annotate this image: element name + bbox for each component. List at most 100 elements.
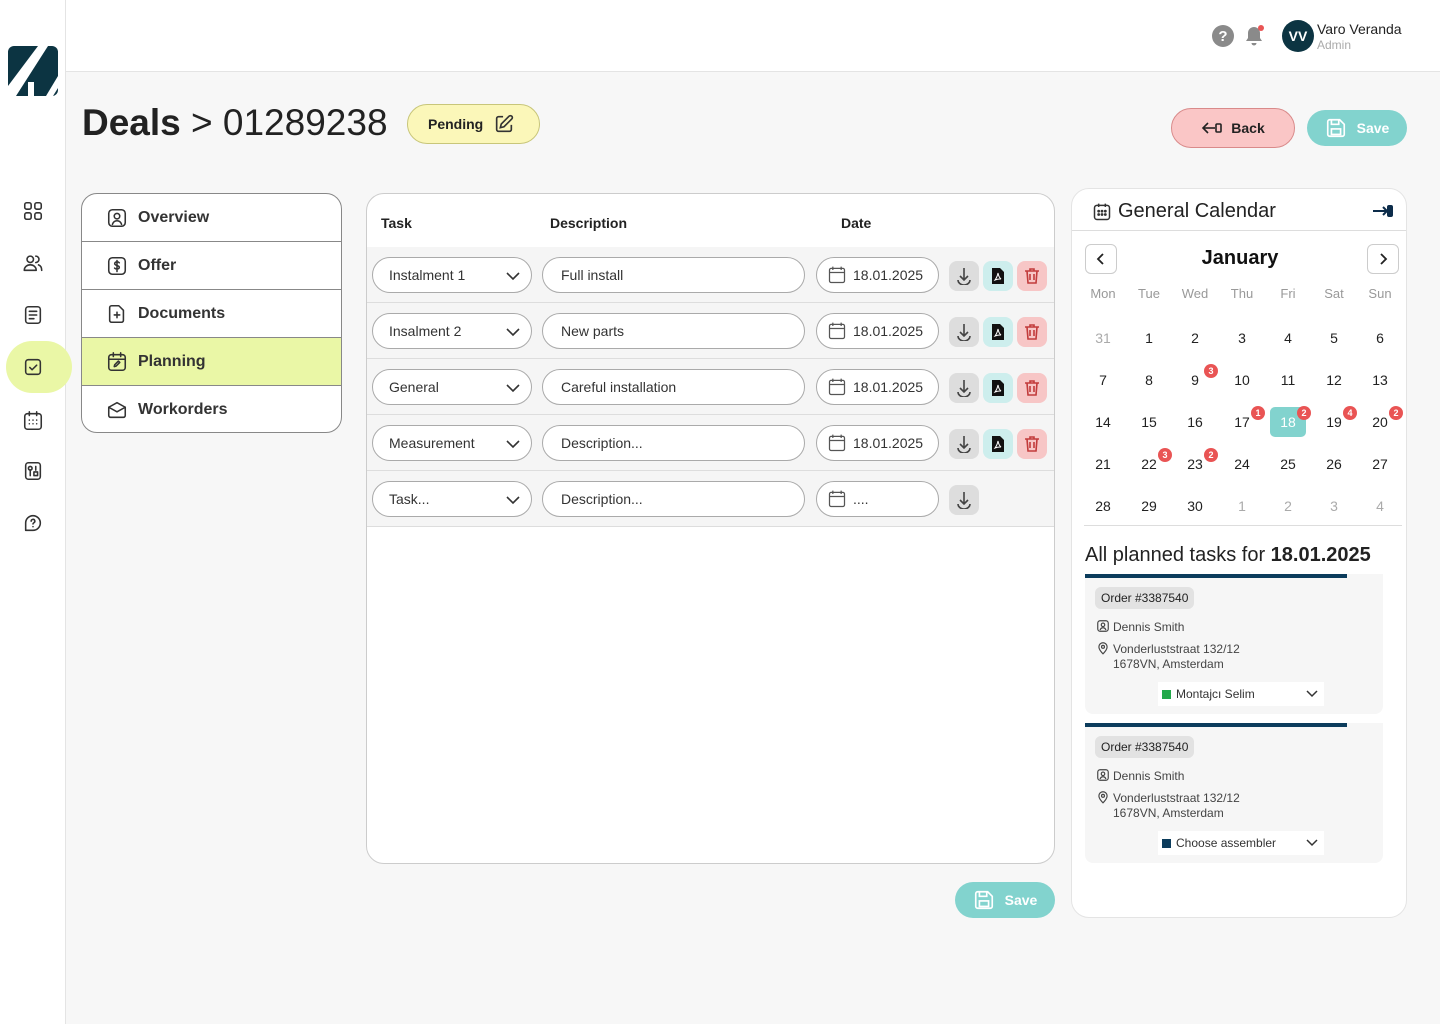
order-card[interactable]: Order #3387540 Dennis Smith Vonderluststra… [1085,723,1383,863]
date-input[interactable]: .... [816,481,939,517]
sidebar-item-document-list[interactable] [0,289,66,341]
task-table: Task Description Date Instalment 1 Full i… [366,193,1055,864]
notification-bell-icon[interactable] [1242,24,1266,48]
calendar-day[interactable]: 30 [1187,498,1203,514]
calendar-day[interactable]: 31 [1095,330,1111,346]
calendar-day[interactable]: 3 [1330,498,1338,514]
pdf-button[interactable] [983,373,1013,403]
chevron-down-icon [1306,839,1318,847]
task-select[interactable]: Insalment 2 [372,313,532,349]
date-input[interactable]: 18.01.2025 [816,425,939,461]
calendar-day[interactable]: 6 [1376,330,1384,346]
save-button-bottom[interactable]: Save [955,882,1055,918]
next-month-button[interactable] [1367,244,1399,274]
date-input[interactable]: 18.01.2025 [816,257,939,293]
pdf-button[interactable] [983,429,1013,459]
brand-logo[interactable] [8,46,58,96]
assembler-value: Choose assembler [1176,836,1277,850]
trash-icon [1025,268,1039,284]
download-icon [957,380,971,397]
calendar-day[interactable]: 7 [1099,372,1107,388]
calendar-day[interactable]: 12 [1326,372,1342,388]
calendar-day[interactable]: 13 [1372,372,1388,388]
calendar-day[interactable]: 8 [1145,372,1153,388]
calendar-day[interactable]: 3 [1238,330,1246,346]
tab-workorders[interactable]: Workorders [82,386,341,432]
sidebar-item-planning-check[interactable] [0,341,72,393]
help-icon[interactable]: ? [1212,25,1234,47]
calendar-day[interactable]: 24 [1234,456,1250,472]
assembler-color-swatch [1162,838,1171,848]
sidebar-item-tools[interactable] [0,445,66,497]
assembler-select[interactable]: Choose assembler [1158,831,1324,855]
user-avatar[interactable]: VV [1282,20,1314,52]
sidebar-item-calendar[interactable] [0,395,66,447]
back-button[interactable]: Back [1171,108,1295,148]
assembler-select[interactable]: Montajcı Selim [1158,682,1324,706]
prev-month-button[interactable] [1085,244,1117,274]
collapse-arrow-icon[interactable] [1372,205,1394,217]
sidebar-item-support[interactable] [0,497,66,549]
breadcrumb-section[interactable]: Deals [82,102,181,143]
download-button[interactable] [949,317,979,347]
delete-button[interactable] [1017,373,1047,403]
download-button[interactable] [949,429,979,459]
task-select[interactable]: Task... [372,481,532,517]
calendar-day[interactable]: 21 [1095,456,1111,472]
order-card[interactable]: Order #3387540 Dennis Smith Vonderluststra… [1085,574,1383,714]
pdf-button[interactable] [983,261,1013,291]
calendar-day[interactable]: 9 [1191,372,1199,388]
tab-label: Documents [138,304,226,322]
calendar-day[interactable]: 11 [1280,372,1296,388]
calendar-day[interactable]: 2 [1284,498,1292,514]
sidebar-item-users[interactable] [0,237,66,289]
tab-overview[interactable]: Overview [82,194,341,242]
task-select[interactable]: Instalment 1 [372,257,532,293]
document-plus-icon [108,304,125,323]
calendar-day[interactable]: 2 [1191,330,1199,346]
calendar-day[interactable]: 23 [1187,456,1203,472]
calendar-day[interactable]: 5 [1330,330,1338,346]
tab-offer[interactable]: Offer [82,242,341,290]
download-button[interactable] [949,373,979,403]
tab-documents[interactable]: Documents [82,290,341,338]
delete-button[interactable] [1017,317,1047,347]
calendar-day[interactable]: 27 [1372,456,1388,472]
download-button[interactable] [949,485,979,515]
calendar-day[interactable]: 4 [1376,498,1384,514]
sidebar-item-dashboard[interactable] [0,185,66,237]
task-select[interactable]: General [372,369,532,405]
date-input[interactable]: 18.01.2025 [816,369,939,405]
calendar-day[interactable]: 10 [1234,372,1250,388]
description-input[interactable]: Description... [542,481,805,517]
calendar-day[interactable]: 1 [1238,498,1246,514]
description-input[interactable]: Full install [542,257,805,293]
description-input[interactable]: New parts [542,313,805,349]
pdf-button[interactable] [983,317,1013,347]
calendar-day[interactable]: 4 [1284,330,1292,346]
calendar-day[interactable]: 26 [1326,456,1342,472]
calendar-day[interactable]: 28 [1095,498,1111,514]
calendar-day[interactable]: 15 [1141,414,1157,430]
description-value: Careful installation [561,379,677,395]
save-button-top[interactable]: Save [1307,110,1407,146]
delete-button[interactable] [1017,429,1047,459]
description-input[interactable]: Careful installation [542,369,805,405]
calendar-day[interactable]: 14 [1095,414,1111,430]
calendar-day[interactable]: 19 [1326,414,1342,430]
tab-planning[interactable]: Planning [82,338,341,386]
calendar-day[interactable]: 17 [1234,414,1250,430]
calendar-day[interactable]: 16 [1187,414,1203,430]
calendar-day[interactable]: 1 [1145,330,1153,346]
description-input[interactable]: Description... [542,425,805,461]
calendar-day[interactable]: 25 [1280,456,1296,472]
calendar-day[interactable]: 22 [1141,456,1157,472]
task-select[interactable]: Measurement [372,425,532,461]
date-input[interactable]: 18.01.2025 [816,313,939,349]
calendar-day[interactable]: 29 [1141,498,1157,514]
calendar-day[interactable]: 20 [1372,414,1388,430]
page-title: Deals > 01289238 [82,102,388,144]
download-button[interactable] [949,261,979,291]
status-badge[interactable]: Pending [407,104,540,144]
delete-button[interactable] [1017,261,1047,291]
